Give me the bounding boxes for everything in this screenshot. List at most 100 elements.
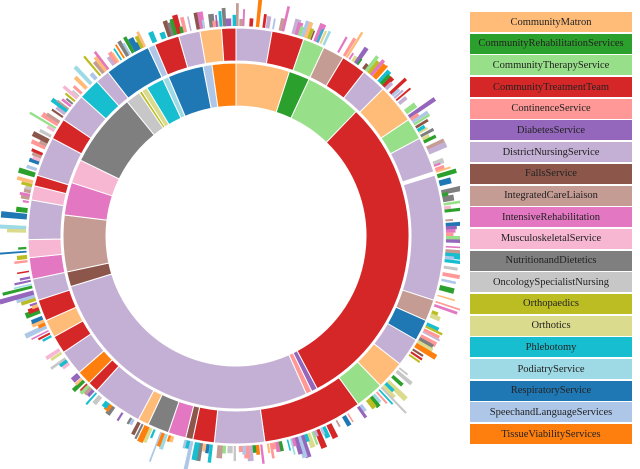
sunburst-segment[interactable]: IntegratedCareLiaison xyxy=(62,214,110,273)
fringe-segment xyxy=(58,358,69,368)
sunburst-segment[interactable]: DistrictNursingService xyxy=(27,199,65,241)
fringe-segment xyxy=(369,59,386,77)
sunburst-segment[interactable]: DistrictNursingService xyxy=(235,27,273,65)
fringe-segment xyxy=(383,382,395,393)
fringe-segment xyxy=(232,14,237,27)
fringe-segment xyxy=(408,354,421,363)
fringe-segment xyxy=(303,433,310,443)
fringe-segment xyxy=(435,166,451,173)
fringe-segment xyxy=(14,259,28,264)
fringe-segment xyxy=(150,429,156,439)
fringe-segment xyxy=(341,415,352,427)
fringe-segment xyxy=(380,386,407,414)
legend-item[interactable]: FallsService xyxy=(470,163,632,184)
fringe-segment xyxy=(89,72,98,81)
fringe-segment xyxy=(183,440,194,469)
legend-item[interactable]: ContinenceService xyxy=(470,98,632,119)
legend-item[interactable]: CommunityTreatmentTeam xyxy=(470,77,632,98)
fringe-segment xyxy=(26,164,38,172)
fringe-segment xyxy=(239,18,244,27)
fringe-segment xyxy=(423,328,440,340)
legend-item[interactable]: Phlebotomy xyxy=(470,337,632,358)
fringe-segment xyxy=(216,445,223,459)
fringe-segment xyxy=(27,305,40,315)
fringe-segment xyxy=(445,245,460,249)
fringe-segment xyxy=(39,128,52,138)
fringe-segment xyxy=(442,272,460,280)
legend-item[interactable]: CommunityTherapyService xyxy=(470,55,632,76)
fringe-segment xyxy=(31,330,49,340)
fringe-segment xyxy=(169,18,178,36)
fringe-segment xyxy=(311,431,319,446)
fringe-segment xyxy=(122,42,131,56)
fringe-segment xyxy=(310,30,316,41)
fringe-segment xyxy=(391,88,401,97)
fringe-segment xyxy=(136,31,146,48)
legend-item[interactable]: RespiratoryService xyxy=(470,380,632,401)
sunburst-segment[interactable]: CommunityTreatmentTeam xyxy=(220,27,237,62)
fringe-segment xyxy=(266,443,271,454)
sunburst-segment[interactable]: DistrictNursingService xyxy=(213,408,266,445)
fringe-segment xyxy=(372,63,387,79)
fringe-segment xyxy=(162,20,173,38)
legend-item[interactable]: TissueViabilityServices xyxy=(470,424,632,445)
fringe-segment xyxy=(351,55,358,63)
legend-item[interactable]: DiabetesService xyxy=(470,120,632,141)
fringe-segment xyxy=(82,385,93,396)
fringe-segment xyxy=(0,290,35,305)
legend-item[interactable]: CommunityMatron xyxy=(470,12,632,32)
fringe-segment xyxy=(212,20,219,28)
legend-item[interactable]: IntensiveRehabilitation xyxy=(470,207,632,228)
sunburst-segment[interactable]: DistrictNursingService xyxy=(389,137,435,183)
fringe-segment xyxy=(45,348,61,360)
fringe-segment xyxy=(348,52,355,60)
fringe-segment xyxy=(221,7,227,27)
fringe-segment xyxy=(56,99,70,110)
legend-item[interactable]: IntegratedCareLiaison xyxy=(470,185,632,206)
legend-item[interactable]: OncologySpecialistNursing xyxy=(470,272,632,293)
fringe-segment xyxy=(420,127,435,138)
fringe-segment xyxy=(425,325,443,336)
sunburst-segment[interactable]: MusculoskeletalService xyxy=(27,238,63,259)
fringe-segment xyxy=(427,141,448,155)
fringe-segment xyxy=(272,18,276,30)
fringe-segment xyxy=(342,37,357,57)
fringe-segment xyxy=(286,439,292,451)
fringe-segment xyxy=(62,85,79,100)
fringe-segment xyxy=(281,6,291,32)
fringe-segment xyxy=(433,304,458,315)
fringe-segment xyxy=(74,377,83,386)
fringe-segment xyxy=(293,436,303,455)
legend-item[interactable]: Orthotics xyxy=(470,315,632,336)
fringe-segment xyxy=(71,89,80,98)
legend-item[interactable]: PodiatryService xyxy=(470,359,632,379)
fringe-segment xyxy=(38,140,48,147)
legend-item[interactable]: CommunityRehabilitationServices xyxy=(470,33,632,54)
fringe-segment xyxy=(242,445,247,455)
fringe-segment xyxy=(32,155,41,162)
legend-item[interactable]: DistrictNursingService xyxy=(470,142,632,163)
sunburst-segment[interactable]: TissueViabilityServices xyxy=(211,62,237,108)
fringe-segment xyxy=(0,224,27,230)
fringe-segment xyxy=(271,442,277,450)
legend-item[interactable]: NutritionandDietetics xyxy=(470,250,632,271)
fringe-segment xyxy=(269,442,275,459)
fringe-segment xyxy=(438,177,452,187)
fringe-segment xyxy=(255,444,261,455)
fringe-segment xyxy=(103,402,113,412)
fringe-segment xyxy=(16,270,30,275)
fringe-segment xyxy=(29,302,38,307)
legend-item[interactable]: Orthopaedics xyxy=(470,293,632,314)
fringe-segment xyxy=(368,395,381,409)
fringe-segment xyxy=(391,374,404,387)
fringe-segment xyxy=(444,207,460,213)
fringe-segment xyxy=(126,417,132,425)
fringe-segment xyxy=(291,437,297,447)
sunburst-chart: CommunityMatronCommunityRehabilitationSe… xyxy=(0,0,460,469)
legend-item[interactable]: SpeechandLanguageServices xyxy=(470,402,632,423)
fringe-segment xyxy=(434,164,445,172)
fringe-segment xyxy=(201,19,205,29)
legend-item[interactable]: MusculoskeletalService xyxy=(470,228,632,249)
fringe-segment xyxy=(72,85,83,95)
fringe-segment xyxy=(158,433,168,450)
